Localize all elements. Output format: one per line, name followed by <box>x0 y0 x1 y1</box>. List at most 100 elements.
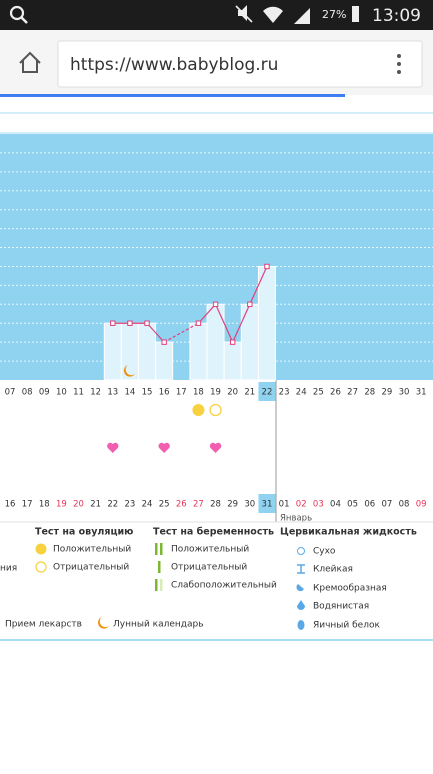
legend-item: Отрицательный <box>53 563 129 573</box>
bar <box>155 341 174 381</box>
menu[interactable] <box>397 54 401 58</box>
legend-cut: ния <box>0 564 17 574</box>
day-label: 20 <box>73 500 84 510</box>
day-label: 31 <box>262 500 273 510</box>
day-label: 14 <box>124 388 135 398</box>
bar <box>257 265 276 381</box>
day-label: 24 <box>296 388 307 398</box>
day-label: 17 <box>176 388 187 398</box>
bar <box>223 341 242 381</box>
icon <box>98 617 109 629</box>
legend-title: Цервикальная жидкость <box>280 527 417 538</box>
icon <box>155 543 158 555</box>
day-label: 09 <box>416 500 427 510</box>
home-button[interactable] <box>19 51 41 73</box>
legend-item: Водянистая <box>313 602 369 612</box>
legend-item: Слабоположительный <box>171 581 277 591</box>
icon <box>158 561 161 573</box>
heart <box>158 442 170 453</box>
temp-point <box>127 320 133 326</box>
day-label: 21 <box>90 500 101 510</box>
day-label: 28 <box>364 388 375 398</box>
today-highlight <box>258 382 276 401</box>
battery-text: 27% <box>322 8 346 21</box>
legend-item: Положительный <box>53 545 131 555</box>
icon <box>297 620 305 630</box>
day-label: 05 <box>347 500 358 510</box>
signal-icon <box>294 8 310 24</box>
temp-line <box>197 303 217 324</box>
ovulation-negative <box>209 403 222 417</box>
day-label: 23 <box>279 388 290 398</box>
temp-point <box>161 339 167 345</box>
day-label: 25 <box>313 388 324 398</box>
icon <box>296 584 304 592</box>
day-label: 30 <box>244 500 255 510</box>
month-label: Январь <box>280 514 312 524</box>
bar <box>120 322 139 381</box>
day-label: 29 <box>381 388 392 398</box>
day-label: 27 <box>193 500 204 510</box>
legend-item: Отрицательный <box>171 563 247 573</box>
legend-item: Клейкая <box>313 565 353 575</box>
temp-line <box>215 304 234 343</box>
menu[interactable] <box>397 62 401 66</box>
day-label: 18 <box>39 500 50 510</box>
icon <box>35 543 47 555</box>
temp-point <box>144 320 150 326</box>
day-label: 19 <box>56 500 67 510</box>
legend-item: Сухо <box>313 547 336 557</box>
bar <box>103 322 122 381</box>
day-label: 22 <box>262 388 273 398</box>
ovulation-positive <box>192 404 205 416</box>
temp-line <box>146 322 165 343</box>
day-label: 31 <box>416 388 427 398</box>
today-highlight <box>258 494 276 513</box>
icon <box>160 543 163 555</box>
legend: ния Тест на овуляцию Положительный Отриц… <box>0 527 417 631</box>
menu[interactable] <box>397 70 401 74</box>
progress-bar <box>0 94 345 97</box>
temp-line <box>249 266 268 305</box>
day-label: 17 <box>22 500 33 510</box>
day-label: 24 <box>142 500 153 510</box>
temp-point <box>229 339 236 345</box>
wifi-icon <box>263 6 283 23</box>
day-label: 21 <box>244 388 255 398</box>
day-label: 18 <box>193 388 204 398</box>
temp-point <box>247 301 253 308</box>
icon <box>297 564 305 574</box>
temp-point <box>110 320 116 326</box>
day-label: 09 <box>39 388 50 398</box>
bar <box>240 303 259 381</box>
day-label: 08 <box>399 500 410 510</box>
icon <box>155 579 158 591</box>
status-bar <box>0 0 433 30</box>
icon <box>35 561 47 573</box>
search-icon <box>20 16 28 24</box>
day-label: 16 <box>5 500 16 510</box>
day-label: 12 <box>90 388 101 398</box>
legend-item: Кремообразная <box>313 584 387 594</box>
url-box[interactable] <box>57 40 423 88</box>
mute-icon <box>235 5 253 23</box>
battery-icon <box>352 6 359 22</box>
day-label: 28 <box>210 500 221 510</box>
day-label: 19 <box>210 388 221 398</box>
day-label: 15 <box>142 388 153 398</box>
legend-item: Положительный <box>171 545 249 555</box>
icon <box>297 547 305 555</box>
day-label: 01 <box>279 500 290 510</box>
temp-line <box>163 322 199 343</box>
moon-icon <box>123 365 135 377</box>
bar <box>189 322 208 381</box>
day-label: 26 <box>330 388 341 398</box>
temp-point <box>212 301 219 308</box>
day-label: 04 <box>330 500 341 510</box>
temp-point <box>264 263 270 270</box>
day-label: 03 <box>313 500 324 510</box>
clock: 13:09 <box>372 6 421 26</box>
legend-title: Тест на беременность <box>153 527 274 538</box>
day-label: 25 <box>159 500 170 510</box>
